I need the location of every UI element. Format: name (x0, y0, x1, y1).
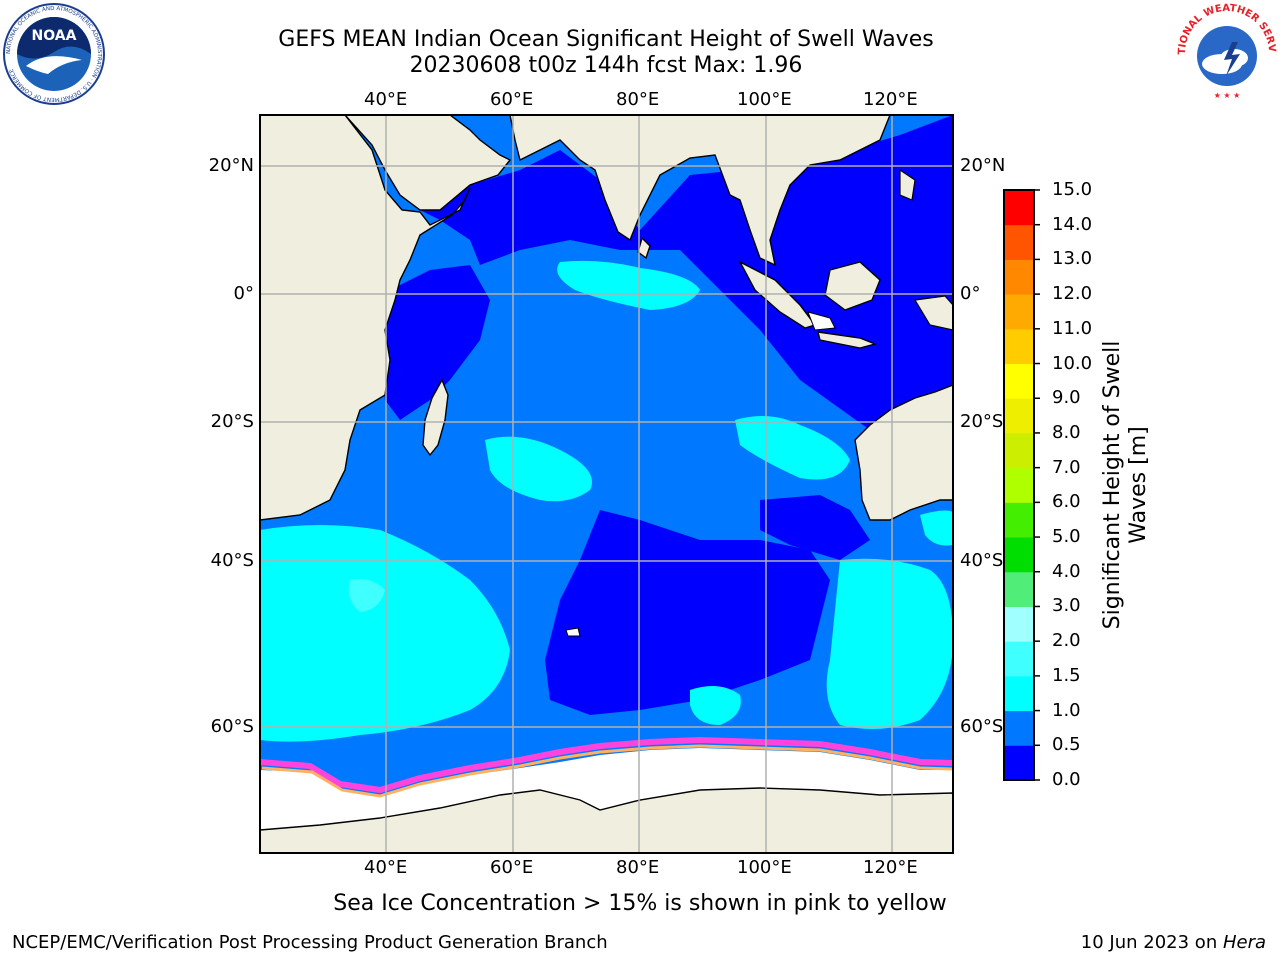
sea-ice-edge (260, 736, 953, 794)
madagascar-land (422, 378, 449, 457)
colorbar-tick-label: 3.0 (1052, 595, 1081, 617)
lon-label-top: 40°E (364, 89, 408, 110)
lat-label-right: 20°S (960, 411, 1004, 432)
colorbar-segment (1004, 432, 1034, 469)
colorbar-tick-label: 1.5 (1052, 664, 1081, 686)
colorbar-tick-label: 13.0 (1052, 248, 1093, 270)
chart-subtitle: 20230608 t00z 144h fcst Max: 1.96 (409, 53, 803, 78)
colorbar-segment (1004, 467, 1034, 503)
antarctica-land (260, 787, 953, 853)
lat-label-left: 60°S (210, 716, 254, 737)
footer-credit: NCEP/EMC/Verification Post Processing Pr… (12, 932, 608, 953)
map-frame (259, 114, 954, 854)
africa-land (260, 115, 471, 521)
colorbar-tick-label: 4.0 (1052, 560, 1081, 582)
colorbar-tick-label: 0.0 (1052, 769, 1081, 790)
lon-label-bottom: 120°E (863, 857, 918, 878)
colorbar-tick-label: 9.0 (1052, 387, 1081, 409)
colorbar-tick-label: 10.0 (1052, 352, 1093, 374)
colorbar-segment (1004, 259, 1034, 295)
colorbar-tick-label: 11.0 (1052, 317, 1093, 339)
noaa-logo-icon: NATIONAL OCEANIC AND ATMOSPHERIC ADMINIS… (3, 3, 105, 105)
colorbar-segment (1004, 537, 1034, 573)
colorbar-tick-label: 0.5 (1052, 734, 1081, 756)
colorbar-tick-label: 7.0 (1052, 456, 1081, 478)
australia-land (854, 384, 953, 521)
lat-label-right: 60°S (960, 716, 1004, 737)
colorbar-tick-label: 14.0 (1052, 213, 1093, 235)
colorbar-segment (1004, 398, 1034, 434)
colorbar-segment (1004, 710, 1034, 746)
colorbar-tick-label: 1.0 (1052, 699, 1081, 721)
lon-label-bottom: 100°E (737, 857, 792, 878)
lat-label-right: 20°N (960, 155, 1006, 176)
lon-label-bottom: 40°E (364, 857, 408, 878)
chart-title: GEFS MEAN Indian Ocean Significant Heigh… (278, 27, 934, 52)
java-land (817, 331, 878, 349)
svg-text:★ ★ ★: ★ ★ ★ (1214, 91, 1241, 100)
lon-label-top: 80°E (616, 89, 660, 110)
colorbar-segment (1004, 745, 1034, 781)
asia-land (509, 115, 891, 267)
colorbar-segment (1004, 190, 1034, 226)
colorbar-segment (1004, 363, 1034, 399)
noaa-wordmark: NOAA (32, 28, 77, 44)
colorbar (1003, 189, 1040, 781)
colorbar-label: Significant Height of Swell Waves [m] (1100, 340, 1151, 630)
colorbar-segment (1004, 224, 1034, 260)
colorbar-segment (1004, 294, 1034, 330)
lon-label-bottom: 60°E (490, 857, 534, 878)
borneo-land (824, 261, 881, 311)
lat-label-left: 0° (233, 283, 254, 304)
footer-date-text: 10 Jun 2023 on (1080, 932, 1223, 953)
colorbar-segment (1004, 675, 1034, 712)
lat-label-left: 40°S (210, 550, 254, 571)
lon-label-top: 60°E (490, 89, 534, 110)
colorbar-segment (1004, 328, 1034, 365)
colorbar-tick-label: 15.0 (1052, 179, 1093, 200)
colorbar-segment (1004, 641, 1034, 677)
footer-host: Hera (1222, 932, 1266, 953)
colorbar-tick-label: 2.0 (1052, 630, 1081, 652)
lon-label-top: 100°E (737, 89, 792, 110)
footer-date: 10 Jun 2023 on Hera (1081, 932, 1266, 953)
lon-label-top: 120°E (863, 89, 918, 110)
nws-logo-icon: NATIONAL WEATHER SERVICE ★ ★ ★ (1176, 2, 1277, 102)
colorbar-segment (1004, 502, 1034, 538)
lon-label-bottom: 80°E (616, 857, 660, 878)
sea-ice-caption: Sea Ice Concentration > 15% is shown in … (333, 891, 947, 916)
swell-1.5-2.0-patches (348, 578, 385, 612)
graticule (260, 115, 953, 853)
colorbar-tick-label: 5.0 (1052, 526, 1081, 548)
colorbar-segment (1004, 606, 1034, 642)
lat-label-right: 0° (960, 283, 981, 304)
swell-1.0-1.5-regions (260, 260, 953, 742)
lat-label-left: 20°S (210, 411, 254, 432)
colorbar-tick-label: 12.0 (1052, 283, 1093, 305)
colorbar-frame (1003, 189, 1035, 781)
lat-label-left: 20°N (208, 155, 254, 176)
colorbar-segment (1004, 571, 1034, 607)
lat-label-right: 40°S (960, 550, 1004, 571)
colorbar-tick-label: 8.0 (1052, 421, 1081, 443)
colorbar-tick-label: 6.0 (1052, 491, 1081, 513)
